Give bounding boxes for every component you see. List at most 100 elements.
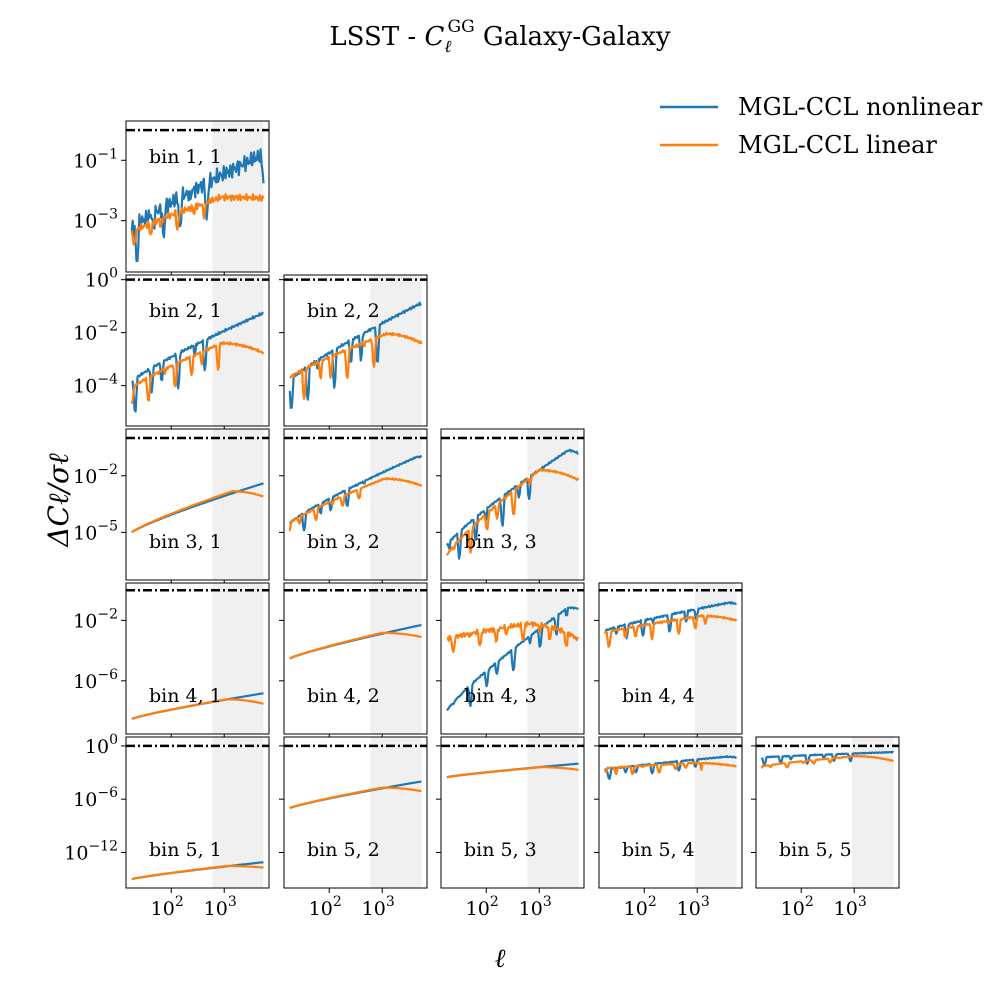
panel-frame	[125, 120, 270, 273]
panel-label: bin 3, 2	[307, 531, 380, 553]
panel-frame	[125, 274, 270, 427]
panel-frame	[440, 428, 585, 581]
series-nonlinear	[445, 448, 579, 560]
panel-frame	[440, 582, 585, 735]
panel-label: bin 4, 1	[149, 685, 222, 707]
panel-frame	[283, 736, 428, 889]
series-linear	[446, 766, 579, 779]
panel-label: bin 4, 3	[464, 685, 537, 707]
series-linear	[130, 340, 265, 405]
panel-label: bin 4, 2	[307, 685, 380, 707]
x-axis-label: ℓ	[495, 944, 506, 974]
panel-bin-3-1: bin 3, 1 10−5 10−2	[73, 428, 270, 585]
y-tick-label: 10−1	[73, 146, 118, 172]
y-tick-label: 100	[85, 266, 118, 292]
shaded-region	[370, 429, 422, 580]
legend-label-linear: MGL-CCL linear	[738, 131, 937, 159]
x-tick-label: 102	[466, 894, 499, 920]
series-nonlinear	[288, 455, 423, 532]
panel-bin-5-2: bin 5, 2 102 103	[279, 736, 428, 920]
x-tick-label: 103	[362, 894, 395, 920]
panel-bin-3-2: bin 3, 2	[279, 428, 428, 585]
panel-bin-1-1: bin 1, 1 10−3 10−1	[73, 120, 270, 277]
y-tick-label: 10−12	[64, 838, 118, 864]
panel-label: bin 3, 3	[464, 531, 537, 553]
figure-title-subscript: ℓ	[444, 37, 451, 57]
shaded-region	[527, 429, 579, 580]
shaded-region	[212, 583, 264, 734]
y-tick-label: 10−6	[73, 785, 118, 811]
y-tick-label: 100	[85, 732, 118, 758]
series-linear	[446, 620, 580, 654]
panel-label: bin 5, 4	[622, 839, 695, 861]
series-linear	[288, 477, 423, 532]
panel-label: bin 4, 4	[622, 685, 695, 707]
x-tick-label: 103	[204, 894, 237, 920]
figure-title-superscript: GG	[447, 17, 474, 37]
series-nonlinear	[131, 311, 264, 413]
series-linear	[445, 468, 580, 556]
panel-bin-2-1: bin 2, 1 10−4 10−2 100	[73, 266, 270, 431]
y-tick-label: 10−2	[73, 462, 118, 488]
panel-frame	[283, 274, 428, 427]
panel-label: bin 5, 1	[149, 839, 222, 861]
shaded-region	[370, 583, 422, 734]
panel-frame	[755, 736, 900, 889]
series-linear	[130, 193, 265, 246]
series-nonlinear	[604, 601, 737, 640]
panel-bin-5-4: bin 5, 4 102 103	[594, 736, 743, 920]
x-tick-label: 102	[781, 894, 814, 920]
y-tick-label: 10−4	[73, 372, 118, 398]
figure-title: LSST - CℓGG Galaxy-Galaxy	[329, 17, 671, 57]
figure-title-symbol: C	[424, 22, 444, 52]
y-tick-label: 10−5	[73, 518, 118, 544]
panel-bin-4-2: bin 4, 2	[279, 582, 428, 739]
panel-label: bin 2, 2	[307, 300, 380, 322]
y-tick-label: 10−6	[73, 667, 118, 693]
shaded-region	[212, 429, 264, 580]
figure-title-prefix: LSST -	[329, 22, 424, 52]
panel-bin-5-1: bin 5, 1 10−12 10−6 100 102 103	[64, 732, 270, 920]
series-linear	[131, 490, 264, 534]
panel-bin-2-2: bin 2, 2	[279, 274, 428, 431]
series-linear	[760, 754, 894, 769]
series-nonlinear	[130, 148, 265, 263]
panel-frame	[440, 736, 585, 889]
panel-frame	[125, 582, 270, 735]
shaded-region	[527, 737, 579, 888]
panel-frame	[598, 736, 743, 889]
panel-frame	[283, 428, 428, 581]
series-nonlinear	[760, 750, 894, 766]
series-nonlinear	[446, 606, 579, 712]
y-axis-label: ΔCℓ/σℓ	[42, 453, 75, 548]
series-linear	[131, 698, 264, 720]
x-tick-label: 102	[151, 894, 184, 920]
x-tick-label: 103	[677, 894, 710, 920]
x-tick-label: 102	[624, 894, 657, 920]
series-nonlinear	[288, 301, 422, 409]
panel-frame	[125, 736, 270, 889]
panel-label: bin 5, 3	[464, 839, 537, 861]
panel-frame	[598, 582, 743, 735]
series-linear	[289, 786, 422, 810]
shaded-region	[370, 737, 422, 888]
panel-bin-5-5: bin 5, 5 102 103	[751, 736, 900, 920]
series-linear	[603, 614, 738, 648]
panel-frame	[283, 582, 428, 735]
x-tick-label: 103	[834, 894, 867, 920]
series-nonlinear	[604, 755, 738, 781]
shaded-region	[527, 583, 579, 734]
x-tick-label: 102	[309, 894, 342, 920]
panel-label: bin 3, 1	[149, 531, 222, 553]
series-linear	[289, 631, 422, 660]
y-tick-label: 10−3	[73, 207, 118, 233]
panel-bin-3-3: bin 3, 3	[436, 428, 585, 585]
panel-bin-4-1: bin 4, 1 10−6 10−2	[73, 582, 270, 739]
panel-label: bin 2, 1	[149, 300, 222, 322]
y-tick-label: 10−2	[73, 606, 118, 632]
panel-label: bin 1, 1	[149, 146, 222, 168]
figure-title-suffix: Galaxy-Galaxy	[475, 22, 671, 52]
panel-bin-5-3: bin 5, 3 102 103	[436, 736, 585, 920]
panel-grid: bin 1, 1 10−3 10−1 bin 2, 1 10−4 10−2 100 bin 2…	[64, 120, 900, 920]
